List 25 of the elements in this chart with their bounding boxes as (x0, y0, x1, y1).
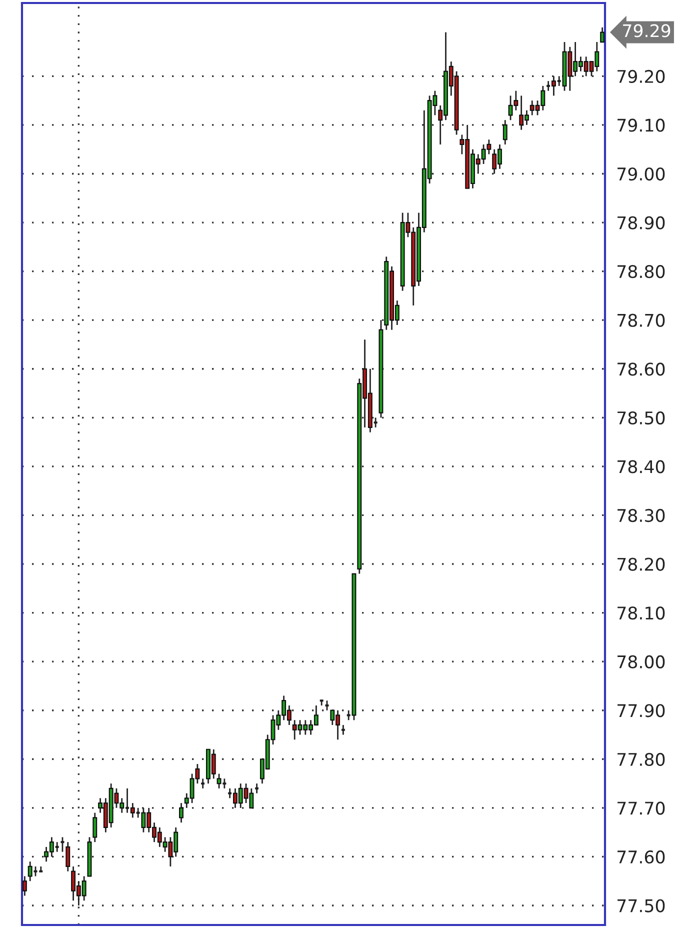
y-tick-label: 77.70 (618, 802, 665, 815)
y-tick-label: 79.10 (618, 118, 665, 132)
y-tick-label: 78.50 (618, 411, 665, 424)
y-tick-label: 78.20 (618, 558, 665, 571)
y-tick-label: 77.90 (618, 704, 665, 718)
candlestick (600, 26, 605, 43)
y-tick-label: 78.80 (618, 265, 665, 278)
candlestick (22, 876, 27, 896)
y-tick-label: 78.60 (618, 362, 665, 376)
y-tick-label: 77.50 (618, 899, 665, 912)
candlestick (66, 841, 70, 872)
y-tick-label: 77.60 (618, 850, 665, 864)
candlestick (502, 119, 508, 146)
candlestick (179, 802, 184, 824)
y-tick-label: 79.20 (618, 70, 665, 84)
candlestick (92, 812, 98, 843)
text: 79.29 (623, 24, 670, 38)
y-tick-label: 78.00 (618, 655, 665, 668)
y-tick-label: 78.90 (618, 216, 665, 230)
y-tick-label: 77.80 (618, 752, 665, 766)
y-tick-label: 78.30 (618, 508, 665, 522)
y-tick-label: 78.10 (618, 606, 665, 620)
y-tick-label: 78.70 (618, 314, 665, 327)
y-tick-label: 79.00 (618, 167, 665, 181)
y-tick-label: 78.40 (618, 460, 665, 474)
